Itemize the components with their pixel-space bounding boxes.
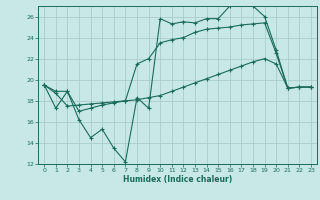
X-axis label: Humidex (Indice chaleur): Humidex (Indice chaleur) [123, 175, 232, 184]
